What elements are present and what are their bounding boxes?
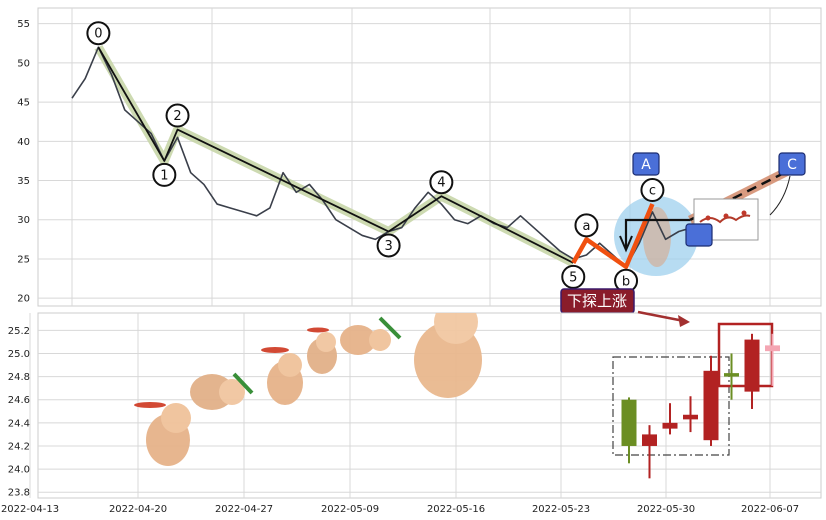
- wave-marker-1: [152, 162, 177, 187]
- top-y-tick-label: 30: [17, 215, 30, 226]
- wave-marker-label: c: [649, 184, 656, 199]
- candle-body: [724, 373, 739, 377]
- bottom-y-tick-label: 24.8: [8, 372, 30, 383]
- dog-4: [307, 327, 337, 374]
- candle-body: [642, 434, 657, 446]
- sleigh-dot-1: [705, 215, 711, 221]
- projection-bracket: [624, 218, 690, 248]
- label-c-text: C: [787, 157, 797, 173]
- candle-body: [662, 422, 678, 429]
- dog-2: [190, 372, 254, 410]
- price-series-line: [71, 46, 693, 268]
- wave-marker-label: a: [582, 219, 590, 234]
- label-box-a: A: [632, 152, 660, 176]
- ellipse-inner: [643, 207, 671, 267]
- dog-5: [340, 316, 402, 355]
- candle-body: [621, 399, 637, 446]
- label-a-text: A: [641, 157, 651, 173]
- bottom-x-tick-label: 2022-05-30: [637, 504, 695, 515]
- wave-marker-label: 2: [173, 109, 181, 124]
- wave-marker-2: [165, 103, 190, 128]
- sleigh-dot-3: [741, 210, 747, 216]
- annotation-arrowhead: [678, 315, 690, 327]
- candle-body: [744, 339, 760, 392]
- bottom-x-tick-label: 2022-06-07: [741, 504, 799, 515]
- candle-body: [765, 345, 780, 352]
- top-plot-area: [37, 7, 822, 307]
- projection-curve: [769, 175, 791, 216]
- wave-marker-label: 3: [384, 239, 392, 254]
- wave-marker-5: [561, 264, 586, 289]
- wave-marker-4: [429, 170, 454, 195]
- bottom-y-tick-label: 23.8: [8, 488, 30, 499]
- bottom-x-tick-label: 2022-04-20: [109, 504, 167, 515]
- wave-marker-0: [86, 21, 111, 46]
- bottom-x-ticks: 2022-04-13 2022-04-20 2022-04-27 2022-05-09…: [1, 504, 799, 515]
- top-y-tick-label: 40: [17, 137, 30, 148]
- bottom-x-tick-label: 2022-05-16: [427, 504, 485, 515]
- wave-marker-label: 1: [160, 168, 168, 183]
- top-y-tick-label: 50: [17, 58, 30, 69]
- wave-markers: 0 1 2 3 4 5 a b c: [86, 21, 665, 293]
- bracket-arrow: [619, 235, 633, 253]
- bottom-y-tick-label: 25.2: [8, 326, 30, 337]
- dog-6: [414, 313, 482, 398]
- bottom-x-tick-label: 2022-04-13: [1, 504, 59, 515]
- abc-correction-line: [571, 203, 655, 270]
- wave-line: [97, 46, 574, 264]
- label-box-b: [685, 223, 713, 247]
- bottom-y-tick-label: 24.4: [8, 418, 30, 429]
- bottom-panel: 23.8 24.0 24.2 24.4 24.6 24.8 25.0 25.2 2022-04…: [1, 312, 822, 515]
- bottom-y-tick-label: 24.2: [8, 441, 30, 452]
- bottom-y-tick-label: 25.0: [8, 349, 30, 360]
- bottom-y-tick-label: 24.0: [8, 465, 30, 476]
- bottom-x-tick-label: 2022-05-09: [321, 504, 379, 515]
- bottom-y-ticks: 23.8 24.0 24.2 24.4 24.6 24.8 25.0 25.2: [8, 326, 30, 499]
- wave-marker-label: b: [622, 274, 630, 289]
- candle-body: [683, 414, 698, 420]
- sleigh-dot-2: [723, 213, 729, 219]
- annotation-box: 下探上涨: [560, 288, 635, 314]
- bottom-y-tick-label: 24.6: [8, 395, 30, 406]
- top-y-tick-label: 55: [17, 19, 30, 30]
- top-y-ticks: 20 25 30 35 40 45 50 55: [17, 19, 30, 304]
- wave-marker-label: 0: [94, 27, 102, 42]
- wave-marker-a: [574, 213, 599, 238]
- dog-1: [134, 402, 191, 466]
- wave-marker-label: 5: [569, 270, 577, 285]
- candlesticks: [621, 333, 780, 479]
- wave-marker-3: [376, 233, 401, 258]
- top-y-tick-label: 35: [17, 176, 30, 187]
- dog-3: [261, 347, 303, 405]
- top-y-tick-label: 45: [17, 98, 30, 109]
- dashdot-frame: [612, 356, 730, 456]
- top-y-tick-label: 20: [17, 294, 30, 305]
- top-y-tick-label: 25: [17, 254, 30, 265]
- wave-marker-label: 4: [437, 176, 445, 191]
- candle-body: [703, 370, 719, 441]
- annotation-arrow: [637, 310, 685, 323]
- label-box-c: C: [778, 152, 806, 176]
- bottom-x-tick-label: 2022-05-23: [532, 504, 590, 515]
- dog-illustration-group: [134, 313, 482, 466]
- wave-marker-c: [640, 178, 665, 203]
- top-gridlines: [38, 8, 821, 306]
- bottom-x-tick-label: 2022-04-27: [215, 504, 273, 515]
- annotation-text: 下探上涨: [567, 292, 627, 310]
